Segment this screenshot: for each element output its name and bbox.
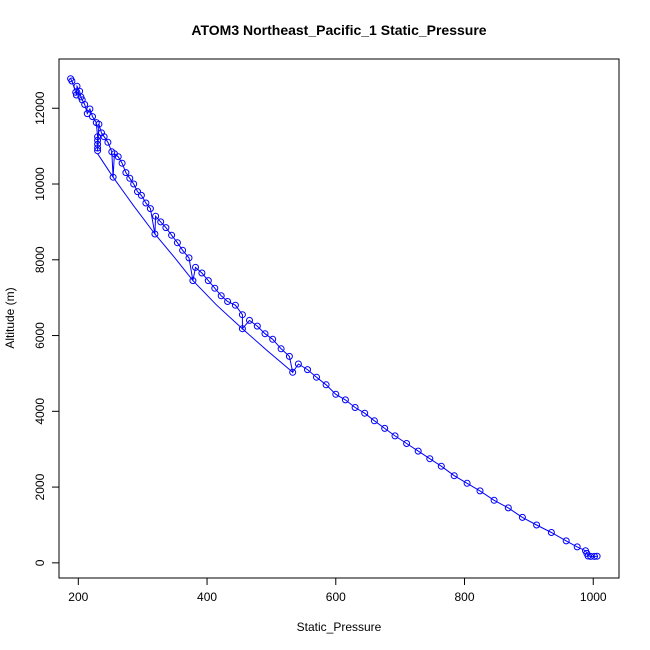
y-axis-label: Altitude (m) bbox=[3, 287, 17, 348]
data-point bbox=[463, 479, 471, 487]
data-point bbox=[173, 239, 181, 247]
x-tick-label: 400 bbox=[197, 590, 217, 604]
data-point bbox=[130, 180, 138, 188]
data-point bbox=[168, 231, 176, 239]
x-axis-label: Static_Pressure bbox=[297, 620, 382, 634]
data-point bbox=[269, 335, 277, 343]
data-point bbox=[189, 277, 197, 285]
data-point bbox=[104, 138, 112, 146]
data-point bbox=[217, 292, 225, 300]
data-point bbox=[304, 366, 311, 374]
data-point bbox=[109, 173, 117, 181]
data-point bbox=[289, 368, 297, 376]
data-point bbox=[476, 487, 484, 495]
data-point bbox=[94, 147, 102, 155]
data-point bbox=[185, 254, 193, 262]
data-point bbox=[573, 543, 581, 551]
data-point bbox=[562, 537, 570, 545]
data-point bbox=[351, 404, 359, 411]
data-point bbox=[162, 224, 170, 232]
x-tick-label: 600 bbox=[326, 590, 346, 604]
data-point bbox=[68, 77, 76, 85]
data-point bbox=[253, 322, 261, 330]
x-tick-label: 200 bbox=[68, 590, 88, 604]
data-point bbox=[332, 390, 340, 398]
data-point bbox=[504, 504, 512, 512]
data-point bbox=[238, 325, 246, 333]
data-point bbox=[593, 552, 601, 560]
data-point bbox=[192, 263, 199, 271]
data-point bbox=[198, 269, 206, 277]
data-point bbox=[157, 218, 165, 226]
data-point bbox=[211, 284, 219, 292]
series-line-1 bbox=[70, 78, 598, 557]
data-point bbox=[224, 298, 232, 305]
data-point bbox=[94, 136, 102, 144]
data-point bbox=[152, 212, 160, 220]
data-point bbox=[137, 191, 145, 199]
data-point bbox=[231, 301, 239, 309]
data-point bbox=[322, 381, 330, 389]
data-point bbox=[547, 529, 555, 536]
data-point bbox=[95, 120, 103, 128]
y-tick-label: 0 bbox=[33, 559, 47, 566]
data-point bbox=[518, 513, 526, 521]
data-point bbox=[86, 105, 94, 113]
y-tick-label: 8000 bbox=[33, 246, 47, 273]
data-point bbox=[94, 133, 102, 141]
y-tick-label: 2000 bbox=[33, 473, 47, 500]
data-point bbox=[151, 230, 159, 238]
data-point bbox=[591, 552, 598, 560]
data-point bbox=[361, 409, 369, 417]
data-point bbox=[313, 373, 320, 381]
chart-title: ATOM3 Northeast_Pacific_1 Static_Pressur… bbox=[191, 22, 486, 38]
data-point bbox=[179, 246, 187, 254]
data-point bbox=[490, 496, 498, 504]
y-tick-label: 6000 bbox=[33, 322, 47, 349]
data-point bbox=[391, 432, 399, 440]
data-point bbox=[370, 417, 378, 425]
data-point bbox=[118, 159, 126, 167]
data-points bbox=[67, 75, 601, 560]
data-point bbox=[403, 440, 411, 447]
plot-frame bbox=[58, 58, 620, 579]
y-tick-label: 4000 bbox=[33, 398, 47, 425]
x-tick-label: 800 bbox=[455, 590, 475, 604]
series-lines bbox=[70, 78, 598, 557]
data-point bbox=[277, 345, 285, 353]
data-point bbox=[294, 360, 302, 368]
data-point bbox=[89, 113, 96, 121]
data-point bbox=[285, 352, 293, 360]
data-point bbox=[134, 188, 141, 196]
data-point bbox=[261, 330, 269, 338]
y-tick-label: 12000 bbox=[33, 91, 47, 125]
x-axis: 200 400 600 800 1000 bbox=[68, 577, 607, 604]
data-point bbox=[94, 144, 102, 152]
data-point bbox=[426, 455, 434, 463]
y-tick-label: 10000 bbox=[33, 167, 47, 201]
data-point bbox=[533, 521, 541, 529]
data-point bbox=[81, 101, 89, 108]
data-point bbox=[414, 447, 422, 455]
data-point bbox=[437, 462, 445, 470]
data-point bbox=[381, 424, 389, 432]
data-point bbox=[238, 311, 246, 319]
data-point bbox=[122, 169, 130, 177]
data-point bbox=[146, 205, 154, 213]
series-line-2 bbox=[97, 153, 294, 373]
data-point bbox=[114, 153, 122, 161]
data-point bbox=[142, 199, 150, 207]
data-point bbox=[204, 277, 212, 285]
data-point bbox=[450, 472, 458, 480]
x-tick-label: 1000 bbox=[580, 590, 607, 604]
data-point bbox=[246, 316, 253, 324]
data-point bbox=[341, 396, 349, 404]
y-axis: 0 2000 4000 6000 8000 10000 12000 bbox=[33, 91, 60, 566]
data-point bbox=[126, 174, 134, 182]
